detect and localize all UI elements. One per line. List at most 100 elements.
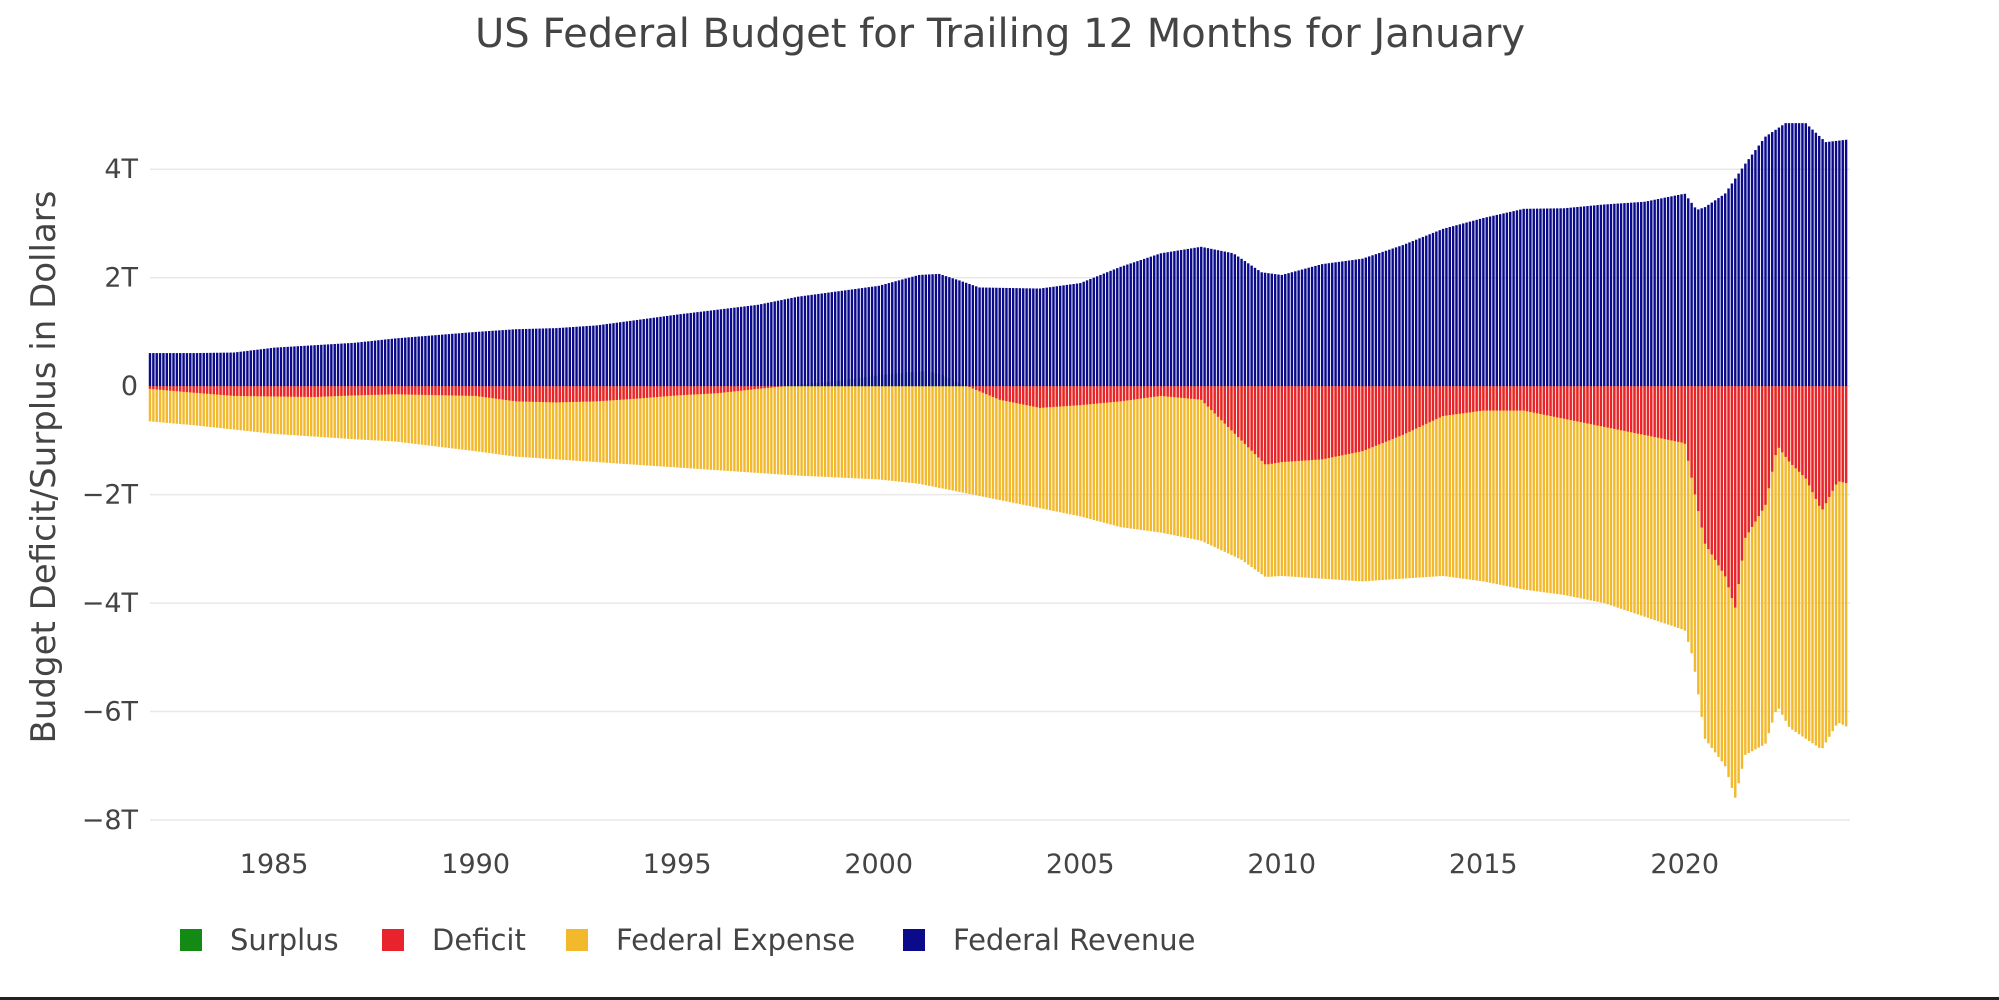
- bar: [753, 386, 756, 473]
- bar: [823, 386, 827, 477]
- bar: [823, 293, 827, 387]
- bar: [877, 285, 881, 387]
- bar: [1169, 251, 1173, 387]
- x-tick-label: 2015: [1449, 849, 1518, 880]
- bar: [1381, 386, 1384, 581]
- bar: [1435, 231, 1438, 387]
- bar: [477, 386, 481, 452]
- bar: [491, 386, 494, 454]
- bar: [1233, 254, 1237, 387]
- bar: [1690, 386, 1693, 654]
- legend-swatch: [903, 929, 925, 951]
- bar: [1384, 250, 1388, 387]
- bar: [1388, 249, 1391, 387]
- bar: [1535, 386, 1539, 592]
- bar: [1737, 173, 1740, 387]
- bar: [1515, 386, 1519, 589]
- bar: [286, 386, 289, 397]
- bar: [168, 386, 172, 391]
- bar: [1777, 386, 1781, 448]
- bar: [383, 339, 387, 387]
- bar: [330, 344, 333, 387]
- bar: [1478, 386, 1482, 411]
- bar: [1633, 386, 1636, 614]
- bar: [249, 350, 252, 387]
- bar: [1032, 288, 1035, 387]
- bar: [692, 386, 696, 469]
- bar: [1421, 386, 1425, 578]
- bar: [608, 386, 612, 463]
- bar: [592, 386, 595, 402]
- bar: [1794, 123, 1797, 387]
- bar: [199, 386, 202, 394]
- bar: [229, 386, 232, 430]
- legend-item[interactable]: Federal Revenue: [903, 923, 1195, 957]
- bar: [498, 386, 501, 455]
- bar: [578, 386, 582, 461]
- bar: [1640, 201, 1643, 387]
- bar: [1680, 386, 1683, 443]
- bar: [1606, 204, 1609, 387]
- legend-item[interactable]: Federal Expense: [566, 923, 855, 957]
- bar: [323, 344, 326, 387]
- bar: [202, 386, 205, 427]
- bar: [1418, 386, 1421, 427]
- bar: [464, 332, 467, 387]
- bar: [404, 386, 407, 443]
- bar: [595, 325, 598, 387]
- bar: [1767, 134, 1771, 387]
- bar: [1418, 238, 1421, 387]
- bar: [444, 334, 447, 387]
- bar: [528, 386, 531, 402]
- bar: [1257, 386, 1260, 458]
- bar: [1653, 199, 1656, 387]
- bar: [662, 386, 666, 397]
- bar: [635, 386, 639, 399]
- bar: [1760, 386, 1764, 746]
- bar: [333, 343, 336, 387]
- bar: [353, 342, 357, 387]
- bar: [1760, 386, 1764, 511]
- bar: [1189, 248, 1193, 387]
- bar: [706, 386, 709, 394]
- bar: [279, 386, 283, 397]
- bar: [817, 293, 820, 387]
- bar: [1566, 207, 1569, 387]
- bar: [1273, 274, 1277, 387]
- bar: [1136, 386, 1139, 400]
- bar: [1811, 386, 1814, 493]
- bar: [1643, 386, 1646, 435]
- bar: [736, 386, 739, 472]
- bar: [854, 288, 857, 387]
- bar: [1028, 386, 1032, 507]
- legend-item[interactable]: Deficit: [382, 923, 526, 957]
- bar: [749, 386, 753, 390]
- bar: [1475, 386, 1478, 412]
- legend-item[interactable]: Surplus: [180, 923, 339, 957]
- bar: [1179, 386, 1183, 537]
- bar: [461, 386, 464, 396]
- bar: [229, 386, 232, 396]
- bar: [1189, 386, 1193, 539]
- bar: [269, 386, 273, 434]
- bar: [474, 386, 477, 396]
- bar: [262, 386, 266, 397]
- bar: [1435, 386, 1438, 420]
- bar: [182, 386, 185, 392]
- bar: [377, 340, 380, 387]
- bar: [1831, 386, 1834, 732]
- bar: [1001, 386, 1005, 401]
- bar: [1509, 386, 1512, 411]
- bar: [521, 386, 525, 458]
- bar: [1512, 211, 1515, 387]
- bar: [1435, 386, 1438, 577]
- bar: [179, 386, 182, 425]
- bar: [179, 353, 182, 387]
- bar: [1089, 386, 1092, 520]
- bar: [373, 386, 377, 395]
- bar: [1781, 386, 1784, 715]
- bar: [1519, 386, 1522, 411]
- bar: [820, 293, 823, 387]
- bar: [1438, 230, 1441, 387]
- bar: [964, 282, 968, 387]
